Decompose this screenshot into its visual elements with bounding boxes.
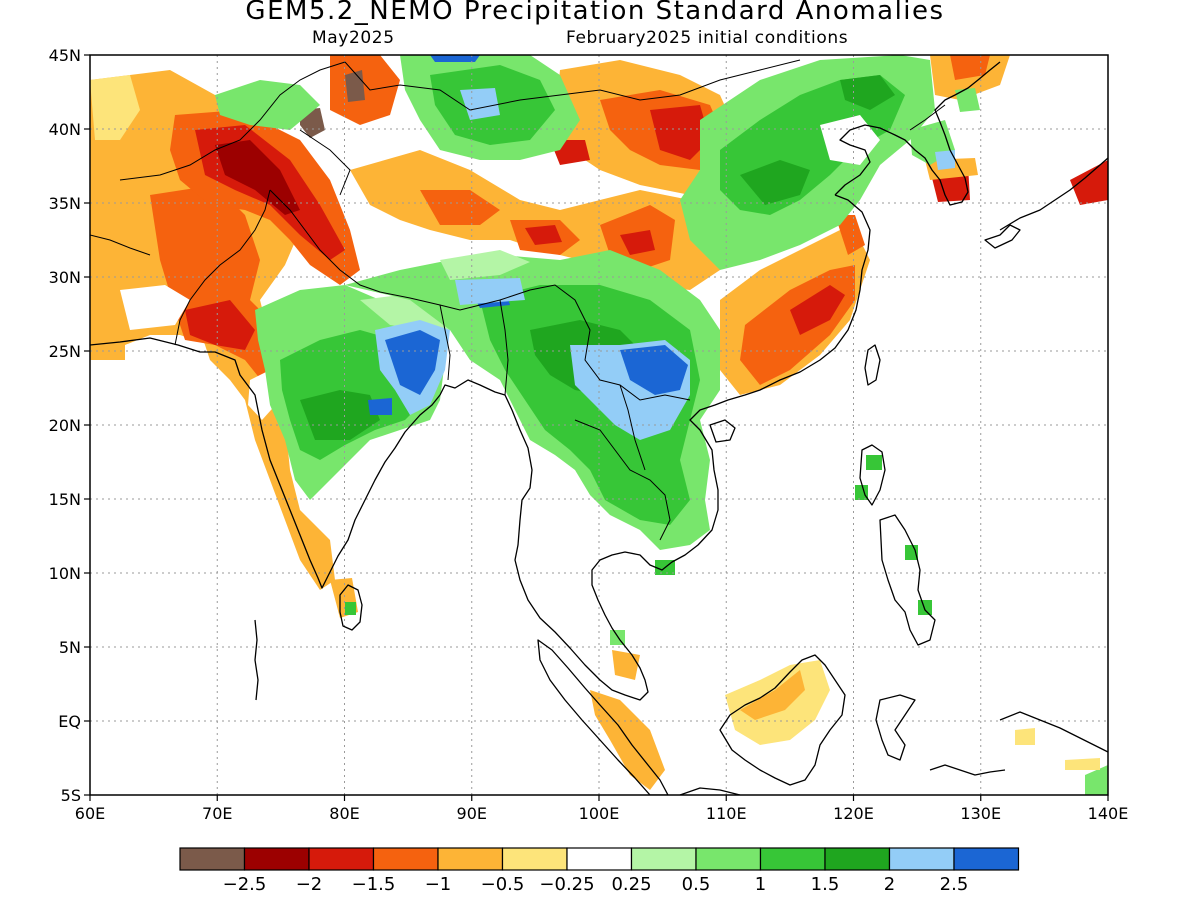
anomaly-korea-blue [935, 150, 955, 170]
colorbar-swatch [372, 847, 439, 871]
initial-conditions: February2025 initial conditions [566, 28, 849, 48]
colorbar-swatch [501, 847, 568, 871]
anomaly-sumatra [590, 690, 665, 790]
x-tick-label: 70E [202, 804, 232, 823]
x-tick-label: 110E [706, 804, 747, 823]
x-tick-label: 60E [75, 804, 105, 823]
anomaly-tibet-blue-light [455, 278, 525, 305]
anomaly-malaya [612, 650, 640, 680]
coastlines [90, 61, 1108, 795]
anomaly-kashmir-core [215, 140, 300, 215]
colorbar-label: 0.5 [682, 874, 711, 895]
colorbar-swatch [179, 847, 246, 871]
colorbar-swatch [953, 847, 1020, 871]
anomaly-north-china-core [740, 75, 895, 205]
y-tick-label: 5S [61, 786, 81, 805]
x-axis: 60E 70E 80E 90E 100E 110E 120E 130E 140E [75, 795, 1129, 823]
anomaly-central-india-core [300, 390, 380, 440]
y-tick-label: 30N [49, 268, 81, 287]
gridlines [90, 55, 1108, 795]
colorbar-swatch [630, 847, 697, 871]
anomaly-iran-west [90, 345, 125, 360]
colorbar-swatch [308, 847, 375, 871]
x-tick-label: 130E [960, 804, 1001, 823]
anomaly-east-china [835, 215, 865, 255]
x-tick-label: 90E [457, 804, 487, 823]
anomaly-mongolia-red [550, 105, 710, 165]
colorbar-label: −0.25 [539, 874, 594, 895]
x-tick-label: 140E [1088, 804, 1129, 823]
y-tick-label: 35N [49, 194, 81, 213]
anomaly-philippines [855, 455, 932, 615]
colorbar-label: −1.5 [352, 874, 396, 895]
anomaly-borneo-orange [740, 670, 805, 720]
y-axis: 5S EQ 5N 10N 15N 20N 25N 30N 35N 40N 45N [49, 46, 90, 805]
y-tick-label: EQ [58, 712, 81, 731]
colorbar-label: −1 [425, 874, 452, 895]
y-tick-label: 40N [49, 120, 81, 139]
anomaly-japan [1070, 160, 1108, 205]
anomaly-field [90, 55, 1108, 795]
x-tick-label: 120E [833, 804, 874, 823]
anomaly-tarim-top [430, 55, 480, 62]
forecast-month: May2025 [312, 28, 395, 48]
colorbar-label: 2 [884, 874, 895, 895]
colorbar: −2.5 −2 −1.5 −1 −0.5 −0.25 0.25 0.5 1 1.5 2 2.5 [179, 847, 1020, 895]
anomaly-west-india-red [185, 300, 255, 350]
y-tick-label: 45N [49, 46, 81, 65]
y-tick-label: 10N [49, 564, 81, 583]
y-tick-label: 15N [49, 490, 81, 509]
colorbar-label: 0.25 [611, 874, 651, 895]
colorbar-swatch [243, 847, 310, 871]
anomaly-tibet-red [525, 225, 655, 255]
anomaly-tarim-blue [460, 88, 500, 120]
anomaly-orissa-blue [368, 398, 392, 415]
colorbar-swatch [888, 847, 955, 871]
colorbar-label: 2.5 [940, 874, 969, 895]
anomaly-yunnan-core [620, 345, 688, 395]
y-tick-label: 20N [49, 416, 81, 435]
colorbar-label: −2.5 [223, 874, 267, 895]
anomaly-west-india [200, 330, 335, 590]
anomaly-tien-shan-peak [345, 70, 365, 102]
anomaly-burma-light [440, 250, 530, 280]
anomaly-se-china-red [790, 285, 845, 335]
country-borders [90, 59, 946, 541]
anomaly-east-india-core [385, 330, 440, 395]
anomaly-afghan-light [90, 75, 140, 140]
y-tick-label: 25N [49, 342, 81, 361]
colorbar-label: −0.5 [481, 874, 525, 895]
colorbar-label: −2 [296, 874, 323, 895]
y-tick-label: 5N [59, 638, 81, 657]
chart-title: GEM5.2_NEMO Precipitation Standard Anoma… [245, 0, 945, 26]
anomaly-se-corner [1085, 765, 1108, 795]
colorbar-swatch [695, 847, 762, 871]
anomaly-tien-shan [330, 55, 400, 125]
colorbar-swatch [437, 847, 504, 871]
anomaly-china-white [820, 115, 880, 165]
colorbar-swatch [824, 847, 891, 871]
anomaly-pakistan-white [120, 285, 190, 330]
anomaly-ne-corner-deep [950, 55, 990, 80]
colorbar-swatch [759, 847, 826, 871]
anomaly-sulawesi [1015, 728, 1100, 770]
x-tick-label: 100E [579, 804, 620, 823]
colorbar-swatch [566, 847, 633, 871]
colorbar-label: 1 [755, 874, 766, 895]
anomaly-japan-sea [955, 88, 980, 112]
anomaly-sri-lanka-green [345, 602, 356, 615]
x-tick-label: 80E [329, 804, 359, 823]
anomaly-northwest-green [215, 80, 320, 130]
colorbar-label: 1.5 [811, 874, 840, 895]
